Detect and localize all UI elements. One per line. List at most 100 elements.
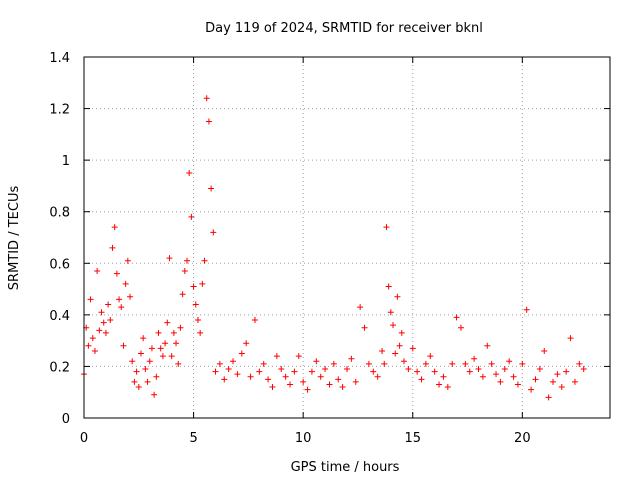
data-point <box>175 360 182 367</box>
data-point <box>497 378 504 385</box>
data-point <box>390 322 397 329</box>
data-point <box>129 358 136 365</box>
data-point <box>170 329 177 336</box>
data-point <box>159 353 166 360</box>
data-point <box>580 366 587 373</box>
data-point <box>444 384 451 391</box>
data-point <box>173 340 180 347</box>
data-point <box>162 340 169 347</box>
data-point <box>225 366 232 373</box>
chart-title: Day 119 of 2024, SRMTID for receiver bkn… <box>205 21 483 36</box>
data-point <box>554 371 561 378</box>
data-point <box>409 345 416 352</box>
data-point <box>457 324 464 331</box>
data-point <box>471 355 478 362</box>
y-tick-label: 1 <box>62 154 70 169</box>
data-point <box>168 353 175 360</box>
data-point <box>212 368 219 375</box>
data-point <box>510 373 517 380</box>
data-point <box>466 368 473 375</box>
data-point <box>528 386 535 393</box>
y-tick-label: 0.4 <box>49 309 70 324</box>
data-point <box>102 329 109 336</box>
data-point <box>519 360 526 367</box>
data-point <box>357 304 364 311</box>
data-point <box>385 283 392 290</box>
data-point <box>427 353 434 360</box>
data-point <box>133 368 140 375</box>
data-point <box>308 368 315 375</box>
data-point <box>164 319 171 326</box>
data-point <box>576 360 583 367</box>
data-point <box>230 358 237 365</box>
data-point <box>392 350 399 357</box>
data-point <box>295 353 302 360</box>
data-point <box>493 371 500 378</box>
data-point <box>155 329 162 336</box>
data-point <box>116 296 123 303</box>
data-point <box>186 170 193 177</box>
data-point <box>394 293 401 300</box>
data-point <box>374 373 381 380</box>
grid-lines <box>84 57 610 418</box>
data-point <box>203 95 210 102</box>
data-point <box>361 324 368 331</box>
plot-frame <box>83 56 611 419</box>
data-point <box>142 366 149 373</box>
data-point <box>370 368 377 375</box>
data-point <box>335 376 342 383</box>
data-point <box>94 268 101 275</box>
data-point <box>105 301 112 308</box>
data-point <box>304 386 311 393</box>
data-point <box>383 224 390 231</box>
data-point <box>234 371 241 378</box>
data-series <box>81 95 587 401</box>
data-point <box>558 384 565 391</box>
data-point <box>113 270 120 277</box>
data-point <box>135 384 142 391</box>
y-tick-label: 0.8 <box>49 206 70 221</box>
y-axis-label: SRMTID / TECUs <box>7 186 22 291</box>
data-point <box>396 342 403 349</box>
data-point <box>405 366 412 373</box>
data-point <box>260 360 267 367</box>
data-point <box>109 244 116 251</box>
data-point <box>563 368 570 375</box>
data-point <box>571 378 578 385</box>
data-point <box>273 353 280 360</box>
data-point <box>100 319 107 326</box>
data-point <box>484 342 491 349</box>
data-point <box>188 213 195 220</box>
data-point <box>247 373 254 380</box>
data-point <box>107 317 114 324</box>
data-point <box>322 366 329 373</box>
data-point <box>96 327 103 334</box>
data-point <box>514 381 521 388</box>
axis-ticks: 0 0.2 0.4 0.6 0.8 1 1.2 1.4 0 5 10 15 20 <box>49 51 610 446</box>
data-point <box>210 229 217 236</box>
data-point <box>166 255 173 262</box>
data-point <box>479 373 486 380</box>
data-point <box>436 381 443 388</box>
data-point <box>431 368 438 375</box>
data-point <box>131 378 138 385</box>
data-point <box>181 268 188 275</box>
data-point <box>278 366 285 373</box>
data-point <box>352 378 359 385</box>
data-point <box>488 360 495 367</box>
data-point <box>157 345 164 352</box>
data-point <box>205 118 212 125</box>
data-point <box>85 342 92 349</box>
data-point <box>111 224 118 231</box>
y-tick-label: 0.2 <box>49 360 70 375</box>
x-tick-label: 20 <box>514 431 531 446</box>
data-point <box>151 391 158 398</box>
data-point <box>348 355 355 362</box>
data-point <box>153 373 160 380</box>
data-point <box>201 257 208 264</box>
y-tick-label: 0 <box>62 412 70 427</box>
data-point <box>449 360 456 367</box>
data-point <box>313 358 320 365</box>
data-point <box>118 304 125 311</box>
data-point <box>414 368 421 375</box>
